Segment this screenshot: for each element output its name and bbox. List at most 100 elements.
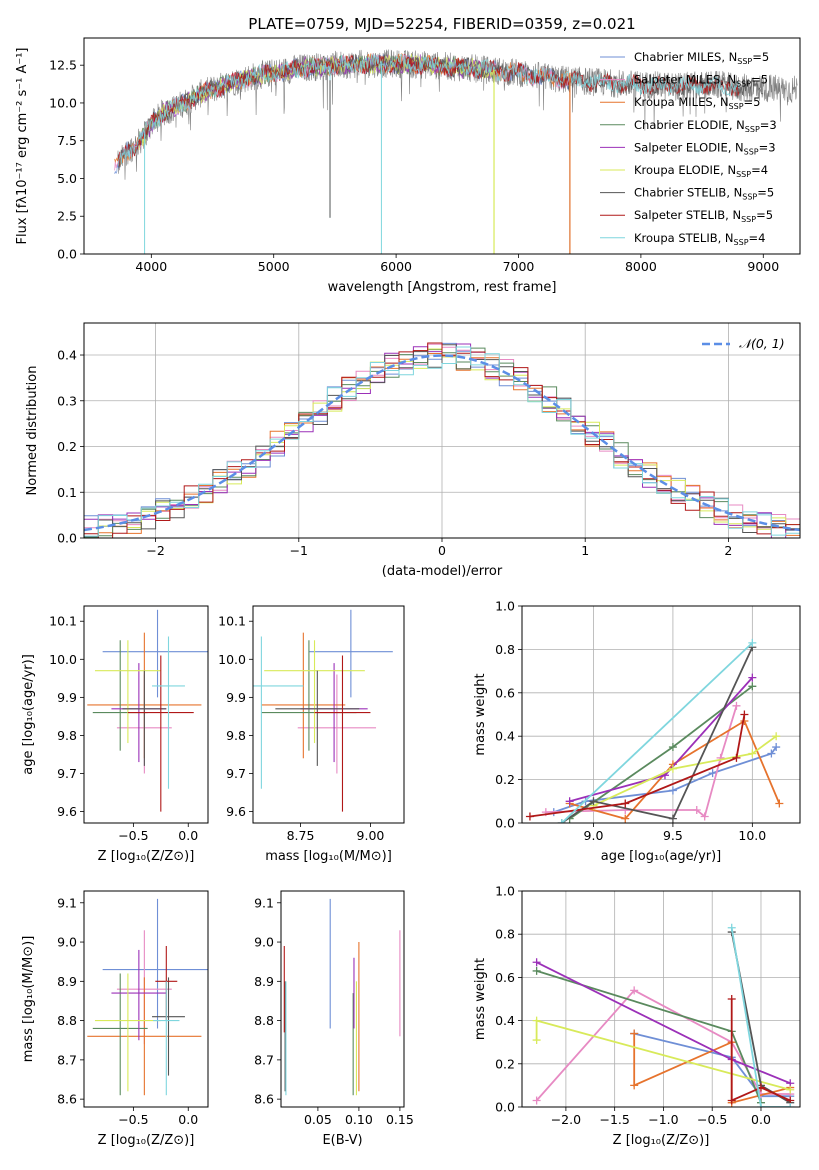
mass-weight-marker: [668, 814, 677, 823]
axes-frame-group: 8.75 9.00 9.6 9.7 9.8 9.9 10.0 10.1 mass [log₁₀(…: [218, 605, 405, 864]
mass-weight-line: [730, 927, 791, 1107]
legend-label: Salpeter STELIB, NSSP=5: [634, 208, 773, 224]
x-axis-label: Z [log₁₀(Z/Z⊙)]: [98, 1133, 195, 1148]
y-tick-label: 9.7: [57, 766, 77, 781]
y-tick-label: 9.9: [57, 690, 77, 705]
y-axis-label: mass weight: [473, 673, 488, 755]
y-tick-label: 0.6: [495, 970, 515, 985]
axes-frame: [280, 890, 405, 1108]
legend-label: Kroupa MILES, NSSP=5: [634, 95, 760, 111]
axes-mass-vs-Z: −0.5 0.0 8.6 8.7 8.8 8.9 9.0 9.1 Z [log₁₀(Z/Z⊙)]…: [21, 890, 209, 1148]
x-tick-label: 1: [581, 543, 589, 558]
legend-label: Chabrier MILES, NSSP=5: [634, 50, 769, 66]
y-tick-label: 1.0: [495, 599, 515, 614]
mass-weight-marker: [748, 749, 757, 758]
mass-weight-line: [633, 1032, 791, 1098]
mass-weight-marker: [786, 1103, 795, 1107]
y-tick-label: 9.0: [254, 935, 274, 950]
mass-weight-marker: [748, 673, 757, 682]
y-axis-label: mass [log₁₀(M/M⊙)]: [21, 936, 36, 1063]
y-tick-label: 0.3: [57, 393, 77, 408]
mass-weight-marker: [532, 966, 541, 975]
y-tick-label: 2.5: [57, 209, 77, 224]
mass-weight-marker: [772, 732, 781, 741]
mass-weight-marker: [589, 797, 598, 806]
axes-frame-group: −0.5 0.0 8.6 8.7 8.8 8.9 9.0 9.1 Z [log₁₀(Z/Z⊙)]…: [21, 890, 209, 1148]
y-tick-label: 0.0: [495, 816, 515, 831]
mass-weight-marker: [692, 805, 701, 814]
axes-frame: [83, 37, 801, 255]
mass-weight-marker: [786, 1085, 795, 1094]
x-axis-label: Z [log₁₀(Z/Z⊙)]: [98, 849, 195, 864]
mass-weight-marker: [700, 812, 709, 821]
x-axis-label: age [log₁₀(age/yr)]: [601, 849, 722, 864]
y-tick-label: 0.8: [495, 642, 515, 657]
x-tick-label: 7000: [503, 259, 535, 274]
legend-label: Salpeter ELODIE, NSSP=3: [634, 140, 776, 156]
mass-weight-line: [561, 646, 754, 823]
axes-frame: [521, 890, 801, 1108]
axes-frame-group: −2 −1 0 1 2 0.0 0.1 0.2 0.3 0.4 (data-model)/error…: [25, 322, 801, 579]
legend-label: Chabrier STELIB, NSSP=5: [634, 186, 774, 202]
y-tick-label: 9.0: [57, 935, 77, 950]
y-tick-label: 10.1: [49, 614, 77, 629]
y-tick-label: 5.0: [57, 171, 77, 186]
x-tick-label: 8000: [625, 259, 657, 274]
x-tick-label: 0.0: [751, 1112, 771, 1127]
mass-weight-marker: [532, 1016, 541, 1025]
y-tick-label: 0.4: [495, 729, 515, 744]
y-tick-label: 10.0: [218, 652, 246, 667]
y-axis-label: age [log₁₀(age/yr)]: [21, 654, 36, 775]
y-tick-label: 0.2: [495, 1056, 515, 1071]
x-tick-label: 8.75: [287, 828, 315, 843]
axes-frame-group: −0.5 0.0 9.6 9.7 9.8 9.9 10.0 10.1 Z [log₁₀(Z/Z⊙…: [21, 605, 209, 864]
plot-area: [84, 342, 800, 538]
mass-weight-line: [529, 714, 746, 818]
mass-weight-line: [561, 642, 753, 823]
axes-frame: [521, 605, 801, 824]
mass-weight-marker: [668, 743, 677, 752]
y-tick-label: 9.8: [226, 728, 246, 743]
x-tick-label: 10.0: [738, 828, 766, 843]
y-tick-label: 8.7: [254, 1052, 274, 1067]
y-tick-label: 9.7: [226, 766, 246, 781]
legend-label: Kroupa STELIB, NSSP=4: [634, 231, 765, 247]
y-tick-label: 0.0: [57, 531, 77, 546]
y-tick-label: 0.4: [57, 348, 77, 363]
mass-weight-marker: [630, 1081, 639, 1090]
y-tick-label: 0.8: [495, 927, 515, 942]
model-spectrum-line: [117, 53, 740, 167]
y-tick-label: 0.2: [57, 439, 77, 454]
y-tick-label: 0.2: [495, 772, 515, 787]
x-axis-label: Z [log₁₀(Z/Z⊙)]: [613, 1133, 710, 1148]
axes-residuals: −2 −1 0 1 2 0.0 0.1 0.2 0.3 0.4 (data-model)/error…: [25, 322, 801, 579]
spectrum-legend: Chabrier MILES, NSSP=5 Salpeter MILES, NS…: [600, 50, 777, 247]
y-tick-label: 8.8: [57, 1013, 77, 1028]
model-spectrum-line: [117, 53, 740, 166]
y-tick-label: 9.8: [57, 728, 77, 743]
plot-area: [87, 609, 208, 812]
y-tick-label: 9.1: [254, 895, 274, 910]
y-tick-label: 8.7: [57, 1052, 77, 1067]
axes-age-vs-mass: 8.75 9.00 9.6 9.7 9.8 9.9 10.0 10.1 mass [log₁₀(…: [218, 605, 405, 864]
axes-frame-group: 0.05 0.10 0.15 8.6 8.7 8.8 8.9 9.0 9.1 E(B-V): [254, 890, 414, 1148]
y-tick-label: 9.6: [57, 804, 77, 819]
mass-weight-marker: [727, 995, 736, 1003]
x-tick-label: −2.0: [551, 1112, 581, 1127]
mass-weight-line: [553, 746, 777, 813]
plot-area: [532, 923, 795, 1107]
x-axis-label: (data-model)/error: [382, 564, 503, 579]
x-tick-label: 9000: [747, 259, 779, 274]
y-tick-label: 10.0: [49, 652, 77, 667]
axes-frame: [83, 890, 209, 1108]
plot-area: [525, 638, 784, 823]
y-tick-label: 0.4: [495, 1013, 515, 1028]
x-tick-label: 0.10: [345, 1112, 373, 1127]
mass-weight-marker: [708, 769, 717, 778]
plot-area: [114, 49, 798, 254]
y-tick-label: 0.6: [495, 685, 515, 700]
plots-layer: 4000 5000 6000 7000 8000 90000.02.55.07.510.0…: [15, 37, 801, 1148]
x-tick-label: 0.0: [178, 1112, 198, 1127]
figure-title: PLATE=0759, MJD=52254, FIBERID=0359, z=0…: [248, 15, 635, 33]
